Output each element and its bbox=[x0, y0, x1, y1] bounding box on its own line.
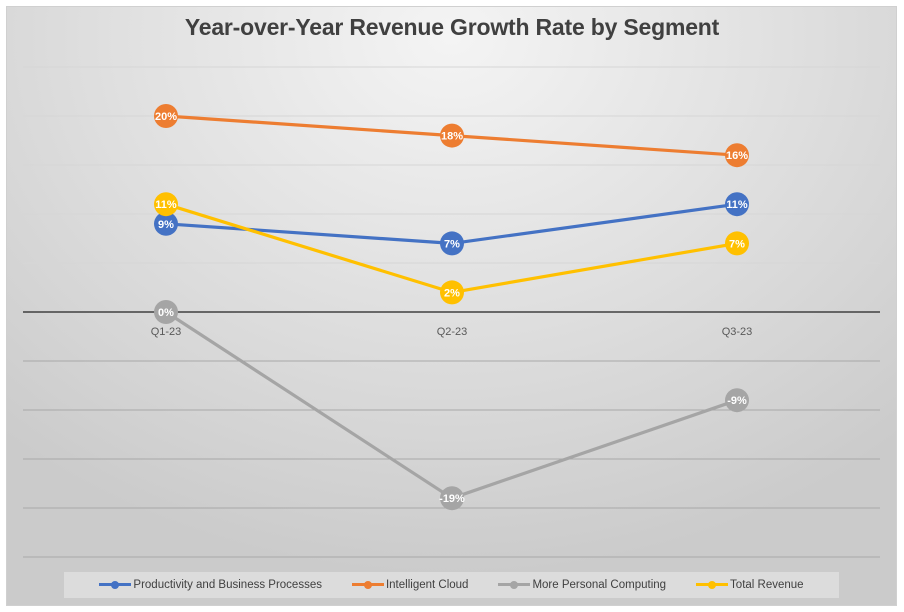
data-point bbox=[440, 231, 464, 256]
series-more-personal-computing: 0% -19% -9% bbox=[154, 300, 749, 511]
data-label: 20% bbox=[155, 111, 177, 123]
data-point bbox=[440, 280, 464, 305]
data-point bbox=[725, 143, 749, 168]
legend-item: Total Revenue bbox=[696, 579, 804, 591]
data-label: -19% bbox=[439, 493, 465, 505]
data-label: 7% bbox=[444, 238, 460, 250]
data-label: 9% bbox=[158, 219, 174, 231]
x-tick-label: Q1-23 bbox=[151, 326, 182, 338]
legend-item: Productivity and Business Processes bbox=[99, 579, 322, 591]
data-point bbox=[154, 300, 178, 324]
data-point bbox=[725, 388, 749, 413]
data-point bbox=[154, 104, 178, 128]
data-point bbox=[440, 486, 464, 511]
series-productivity-and-business-processes: 9% 7% 11% bbox=[154, 192, 749, 256]
data-label: 11% bbox=[155, 199, 177, 211]
x-tick-label: Q3-23 bbox=[722, 326, 753, 338]
legend-item: Intelligent Cloud bbox=[351, 579, 469, 591]
chart-title: Year-over-Year Revenue Growth Rate by Se… bbox=[184, 14, 720, 40]
legend-marker-icon bbox=[99, 580, 132, 590]
x-tick-label: Q2-23 bbox=[437, 326, 468, 338]
data-label: 7% bbox=[729, 238, 745, 250]
legend-marker-icon bbox=[696, 580, 729, 590]
legend-marker-icon bbox=[498, 580, 531, 590]
legend-label: Intelligent Cloud bbox=[385, 579, 469, 591]
data-point bbox=[725, 192, 749, 217]
legend-label: More Personal Computing bbox=[532, 579, 667, 591]
legend-item: More Personal Computing bbox=[498, 579, 666, 591]
legend: Productivity and Business Processes Intel… bbox=[64, 572, 839, 598]
data-label: 11% bbox=[726, 199, 748, 211]
data-point bbox=[440, 123, 464, 148]
legend-label: Total Revenue bbox=[730, 579, 804, 591]
data-label: 0% bbox=[158, 307, 174, 319]
series-total-revenue: 11% 2% 7% bbox=[154, 192, 749, 305]
data-label: -9% bbox=[727, 395, 747, 407]
legend-label: Productivity and Business Processes bbox=[133, 579, 322, 591]
data-label: 16% bbox=[726, 150, 748, 162]
data-label: 18% bbox=[441, 131, 463, 143]
series-line bbox=[165, 310, 738, 500]
data-label: 2% bbox=[444, 287, 460, 299]
legend-marker-icon bbox=[351, 580, 384, 590]
series-intelligent-cloud: 20% 18% 16% bbox=[154, 104, 749, 168]
data-point bbox=[154, 211, 178, 236]
data-point bbox=[725, 231, 749, 256]
data-point bbox=[154, 192, 178, 217]
